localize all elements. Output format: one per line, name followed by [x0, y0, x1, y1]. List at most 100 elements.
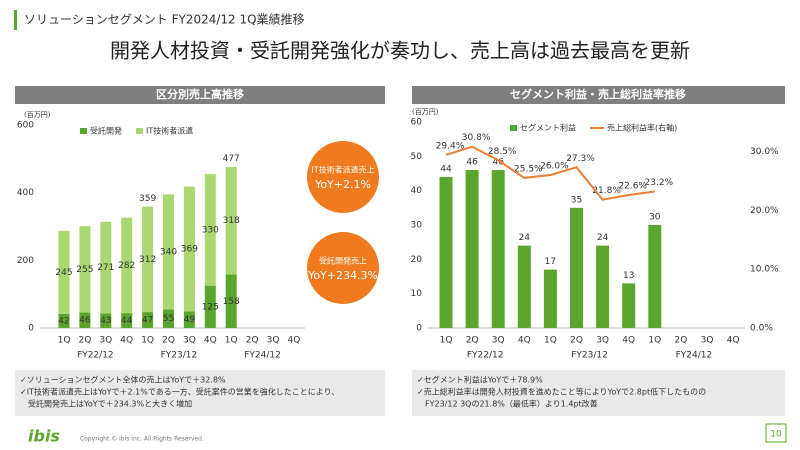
x-tick-label: 3Q [596, 336, 609, 346]
data-label: 312 [139, 255, 156, 265]
note: ✓セグメント利益はYoYで＋78.9% [417, 375, 543, 385]
x-tick-label: 3Q [267, 336, 280, 346]
legend-label: 受託開発 [90, 126, 122, 136]
legend-swatch [510, 125, 517, 131]
x-tick-label: 2Q [162, 336, 175, 346]
data-label: 13 [623, 271, 634, 281]
data-label: 47 [142, 316, 153, 326]
callout-circle [307, 232, 379, 304]
bar-segment [142, 312, 154, 328]
callout-circle [307, 141, 379, 213]
data-label: 44 [121, 316, 133, 326]
unit-label: (百万円) [24, 111, 51, 119]
y2-tick-label: 10.0% [750, 265, 779, 275]
legend-label: セグメント利益 [520, 123, 576, 133]
bar [622, 283, 636, 328]
bar-segment [100, 221, 112, 314]
y-tick-label: 50 [411, 152, 423, 162]
total-label: 477 [223, 154, 240, 164]
group-label: FY23/12 [571, 351, 608, 361]
x-tick-label: 2Q [246, 336, 259, 346]
data-label: 340 [160, 247, 177, 257]
group-label: FY24/12 [676, 351, 713, 361]
y2-tick-label: 30.0% [750, 147, 779, 157]
x-tick-label: 1Q [440, 336, 453, 346]
x-tick-label: 4Q [727, 336, 740, 346]
data-label: 369 [181, 244, 198, 254]
bar [517, 245, 531, 328]
total-label: 359 [139, 194, 156, 204]
data-label: 28.5% [488, 147, 517, 157]
y-tick-label: 200 [17, 256, 34, 266]
bar-segment [163, 194, 174, 310]
section-title: ソリューションセグメント FY2024/12 1Q業績推移 [24, 13, 305, 27]
unit-label: (百万円) [412, 108, 439, 116]
y-tick-label: 30 [411, 221, 423, 231]
y-tick-label: 40 [411, 186, 423, 196]
y2-tick-label: 20.0% [750, 206, 779, 216]
note: ✓IT技術者派遣売上はYoYで＋2.1%である一方、受託案件の営業を強化したこと… [20, 387, 339, 397]
group-label: FY23/12 [161, 351, 198, 361]
bar-segment [121, 217, 133, 314]
y-tick-label: 20 [411, 255, 423, 265]
data-label: 24 [519, 233, 531, 243]
data-label: 158 [223, 297, 240, 307]
data-label: 271 [97, 263, 114, 273]
data-label: 24 [597, 233, 609, 243]
data-label: 46 [466, 158, 478, 168]
data-label: 49 [184, 315, 196, 325]
bar-segment [58, 230, 70, 314]
x-tick-label: 1Q [58, 336, 71, 346]
x-tick-label: 4Q [204, 336, 217, 346]
bar-segment [142, 206, 154, 313]
data-label: 23.2% [645, 178, 674, 188]
y-tick-label: 600 [17, 121, 34, 131]
x-tick-label: 4Q [622, 336, 635, 346]
panel-title: 区分別売上高推移 [156, 87, 244, 101]
x-tick-label: 4Q [518, 336, 531, 346]
x-tick-label: 1Q [648, 336, 661, 346]
callout-value: YoY+2.1% [314, 178, 371, 191]
y-tick-label: 0 [416, 324, 422, 334]
data-label: 55 [163, 314, 174, 324]
data-label: 30.8% [462, 133, 491, 143]
bar-segment [163, 309, 174, 328]
bar-segment [79, 226, 91, 313]
bar-segment [121, 313, 133, 328]
note: ✓ソリューションセグメント全体の売上はYoYで＋32.8% [20, 375, 226, 385]
line [445, 145, 655, 201]
data-label: 46 [492, 158, 504, 168]
callout-label: 受託開発売上 [319, 256, 367, 266]
panel-title: セグメント利益・売上総利益率推移 [510, 87, 686, 101]
data-label: 282 [118, 261, 135, 271]
bar [491, 170, 505, 328]
bar [439, 176, 453, 328]
note: FY23/12 3Qの21.8%（最低率）より1.4pt改善 [417, 399, 598, 409]
group-label: FY24/12 [244, 351, 281, 361]
bar-segment [225, 166, 237, 275]
page-number: 10 [770, 430, 782, 440]
data-label: 27.3% [566, 154, 595, 164]
data-label: 44 [440, 164, 452, 174]
data-label: 29.4% [436, 141, 465, 151]
note: 受託開発売上はYoYで＋234.3%と大きく増加 [20, 399, 192, 409]
x-tick-label: 3Q [701, 336, 714, 346]
callout-value: YoY+234.3% [307, 269, 378, 282]
data-label: 30 [649, 213, 661, 223]
logo: ibis [28, 427, 60, 446]
headline: 開発人材投資・受託開発強化が奏功し、売上高は過去最高を更新 [110, 39, 690, 63]
x-tick-label: 1Q [141, 336, 154, 346]
panel-bar [412, 86, 785, 104]
bar-segment [225, 274, 237, 328]
x-tick-label: 4Q [120, 336, 133, 346]
data-label: 43 [100, 316, 111, 326]
x-tick-label: 1Q [544, 336, 557, 346]
data-label: 330 [202, 225, 219, 235]
x-tick-label: 3Q [183, 336, 196, 346]
data-label: 125 [202, 302, 219, 312]
data-label: 21.8% [592, 186, 621, 196]
x-tick-label: 2Q [78, 336, 91, 346]
page-box [765, 423, 787, 443]
bar [570, 207, 583, 328]
x-tick-label: 3Q [492, 336, 505, 346]
